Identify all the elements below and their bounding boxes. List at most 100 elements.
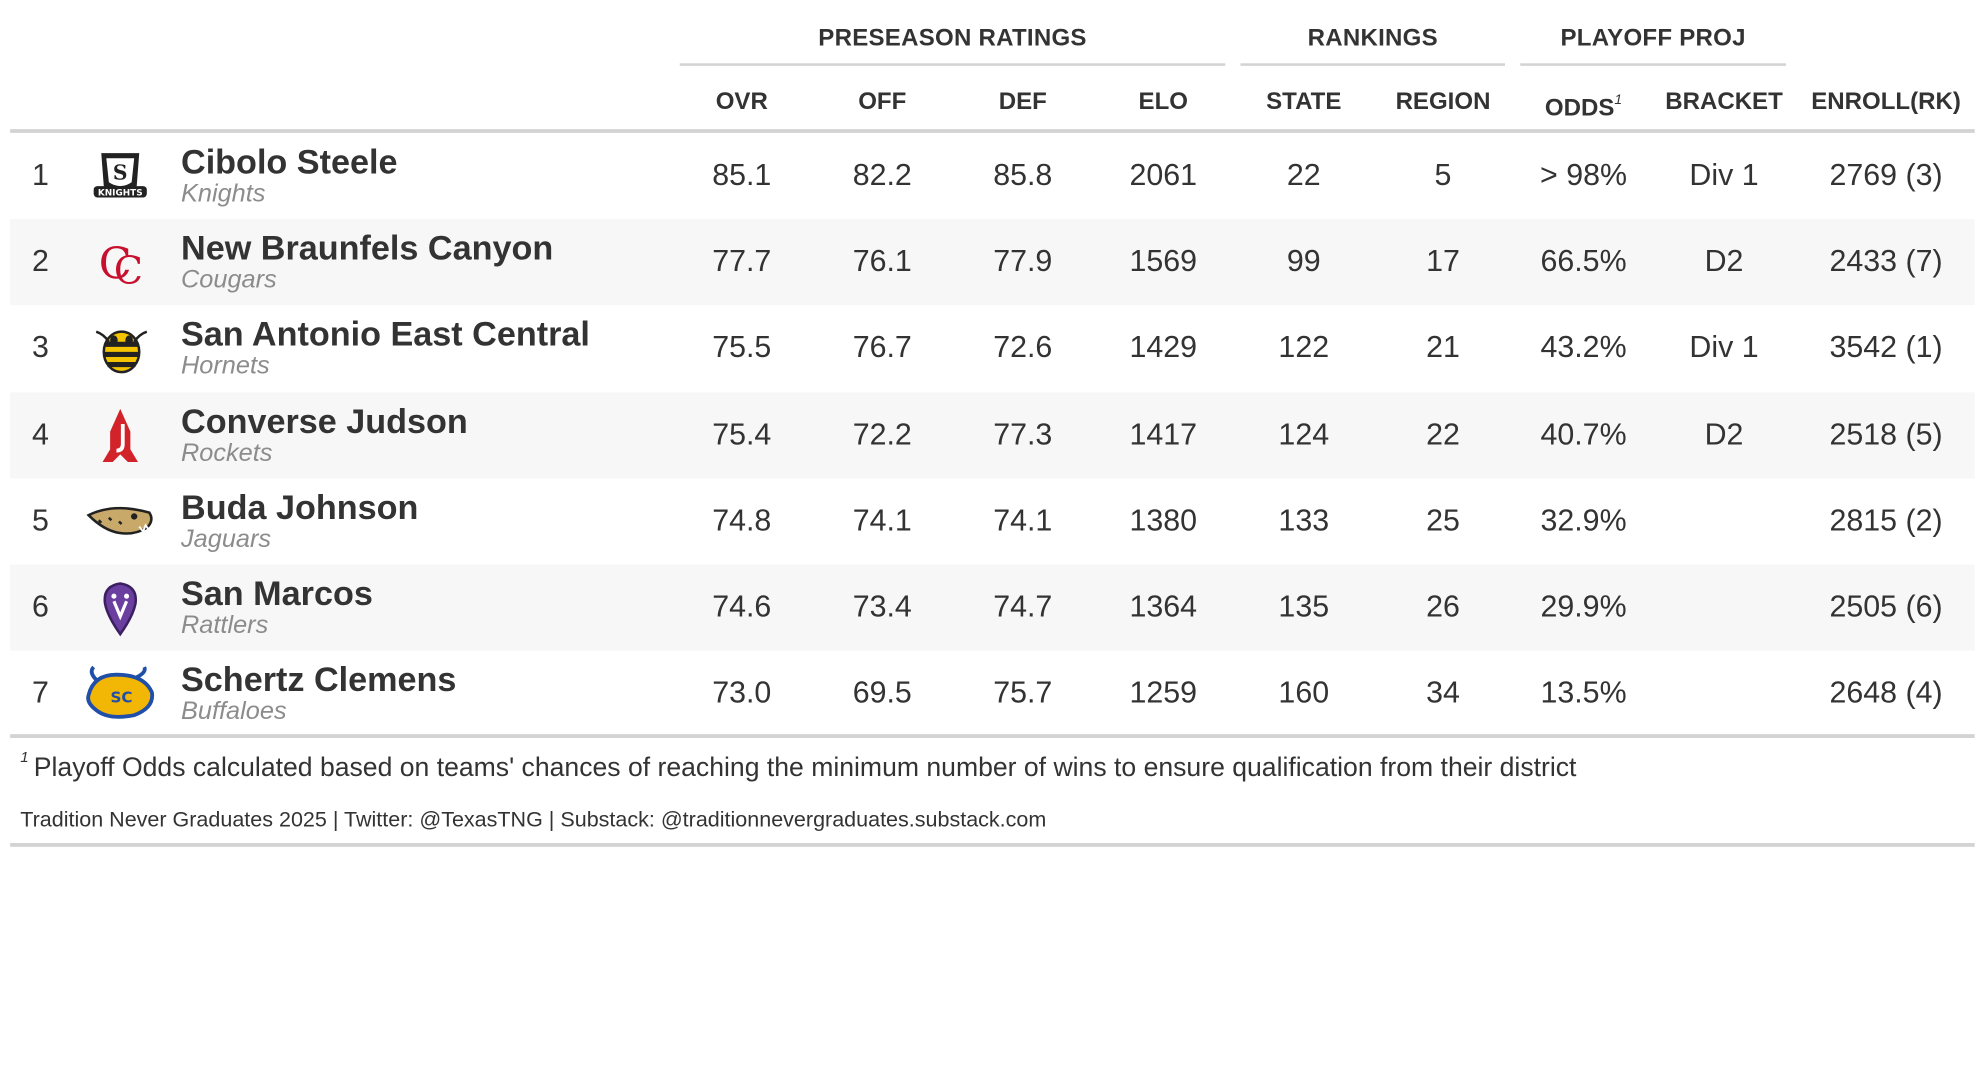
region-rank-cell: 34 (1426, 676, 1460, 711)
bracket-cell: Div 1 (1689, 330, 1759, 366)
bracket-cell: D2 (1704, 417, 1744, 452)
region-rank-cell: 22 (1426, 417, 1460, 452)
elo-cell: 1429 (1129, 330, 1198, 366)
svg-text:C: C (114, 249, 143, 292)
rank-cell: 3 (32, 330, 49, 366)
state-rank-cell: 135 (1278, 589, 1330, 625)
hornet-logo (84, 319, 157, 377)
elo-cell: 1364 (1129, 589, 1198, 625)
rank-cell: 5 (32, 503, 49, 538)
state-rank-cell: 133 (1278, 503, 1330, 538)
odds-header-label: ODDS (1544, 95, 1615, 122)
school-name: Cibolo Steele (181, 143, 398, 182)
off-cell: 73.4 (852, 589, 912, 625)
mascot-name: Rattlers (181, 611, 269, 640)
school-name: Schertz Clemens (181, 660, 457, 699)
svg-text:C: C (99, 240, 132, 290)
def-cell: 74.1 (993, 503, 1053, 538)
off-cell: 69.5 (852, 676, 912, 711)
state-rank-cell: 99 (1286, 244, 1321, 279)
school-name: San Antonio East Central (181, 315, 590, 354)
enroll-cell: 2433 (7) (1829, 244, 1943, 279)
bracket-cell (1661, 565, 1788, 651)
off-cell: 74.1 (852, 503, 912, 538)
ovr-cell: 77.7 (712, 244, 772, 279)
region-rank-cell: 5 (1434, 158, 1452, 193)
school-name: San Marcos (181, 574, 373, 613)
buffalo-logo: SC (84, 665, 157, 723)
mascot-name: Jaguars (181, 525, 272, 553)
spanner-playoff-proj: PLAYOFF PROJ (1520, 23, 1787, 66)
ovr-cell: 75.5 (712, 330, 772, 366)
table-row: 3 San Antonio East Central Hornets 75.5 … (10, 306, 1975, 392)
odds-cell: 13.5% (1540, 676, 1627, 711)
def-cell: 74.7 (993, 589, 1053, 625)
state-rank-cell: 124 (1278, 417, 1330, 452)
svg-text:KNIGHTS: KNIGHTS (98, 189, 143, 199)
off-cell: 72.2 (852, 417, 912, 452)
header-rule (10, 129, 1975, 133)
off-cell: 76.7 (852, 330, 912, 366)
odds-footnote-mark: 1 (1614, 92, 1623, 108)
region-rank-cell: 21 (1426, 330, 1460, 366)
region-rank-cell: 26 (1426, 589, 1460, 625)
bracket-cell: Div 1 (1689, 158, 1759, 193)
off-cell: 82.2 (852, 158, 912, 193)
table-row: 7 SC Schertz Clemens Buffaloes 73.0 69.5… (10, 651, 1975, 737)
table-row: 4 Converse Judson Rockets 75.4 72.2 77.3… (10, 391, 1975, 478)
column-header-region: REGION (1395, 88, 1491, 116)
team-name-block: San Marcos Rattlers (181, 575, 687, 638)
def-cell: 75.7 (993, 676, 1053, 711)
rank-cell: 4 (32, 417, 49, 452)
team-name-block: San Antonio East Central Hornets (181, 316, 687, 379)
odds-cell: 66.5% (1540, 244, 1627, 279)
rank-cell: 2 (32, 244, 49, 279)
column-header-state: STATE (1266, 88, 1342, 116)
enroll-cell: 2505 (6) (1829, 589, 1943, 625)
elo-cell: 1259 (1129, 676, 1198, 711)
rattlesnake-logo (84, 578, 157, 637)
spanner-rankings-label: RANKINGS (1307, 25, 1438, 52)
jaguar-logo (84, 492, 157, 550)
odds-cell: > 98% (1540, 158, 1628, 193)
odds-cell: 43.2% (1540, 330, 1627, 366)
footnote: 1 Playoff Odds calculated based on teams'… (20, 748, 1577, 784)
off-cell: 76.1 (852, 244, 912, 279)
spanner-rankings: RANKINGS (1240, 23, 1506, 66)
team-name-block: Buda Johnson Jaguars (181, 488, 687, 551)
bracket-cell (1661, 478, 1788, 564)
elo-cell: 1380 (1129, 503, 1198, 538)
table-bottom-rule (10, 734, 1975, 738)
column-header-ovr: OVR (715, 88, 768, 116)
standings-table: PRESEASON RATINGS RANKINGS PLAYOFF PROJ … (10, 23, 1975, 847)
team-name-block: Cibolo Steele Knights (181, 143, 687, 206)
odds-cell: 29.9% (1540, 589, 1627, 625)
ovr-cell: 73.0 (712, 676, 772, 711)
j-rocket-logo (84, 406, 157, 464)
bracket-cell (1661, 651, 1788, 737)
mascot-name: Hornets (181, 352, 270, 381)
school-name: New Braunfels Canyon (181, 229, 554, 268)
enroll-cell: 2518 (5) (1829, 417, 1943, 452)
column-header-enroll: ENROLL(RK) (1811, 88, 1961, 116)
def-cell: 77.3 (993, 417, 1053, 452)
footer-rule (10, 843, 1975, 847)
state-rank-cell: 160 (1278, 676, 1330, 711)
mascot-name: Rockets (181, 438, 273, 467)
column-header-off: OFF (858, 88, 907, 116)
footnote-text: Playoff Odds calculated based on teams' … (33, 753, 1577, 783)
odds-cell: 32.9% (1540, 503, 1627, 538)
svg-text:S: S (113, 161, 128, 185)
mascot-name: Buffaloes (181, 697, 287, 726)
rank-cell: 6 (32, 589, 49, 625)
knights-shield-logo: S KNIGHTS (84, 147, 157, 205)
region-rank-cell: 25 (1426, 503, 1460, 538)
team-name-block: New Braunfels Canyon Cougars (181, 229, 687, 292)
source-note: Tradition Never Graduates 2025 | Twitter… (20, 807, 1047, 832)
bracket-cell: D2 (1704, 244, 1744, 279)
spanner-rule (1520, 63, 1787, 66)
column-header-elo: ELO (1138, 88, 1188, 116)
ovr-cell: 74.6 (712, 589, 772, 625)
ovr-cell: 74.8 (712, 503, 772, 538)
